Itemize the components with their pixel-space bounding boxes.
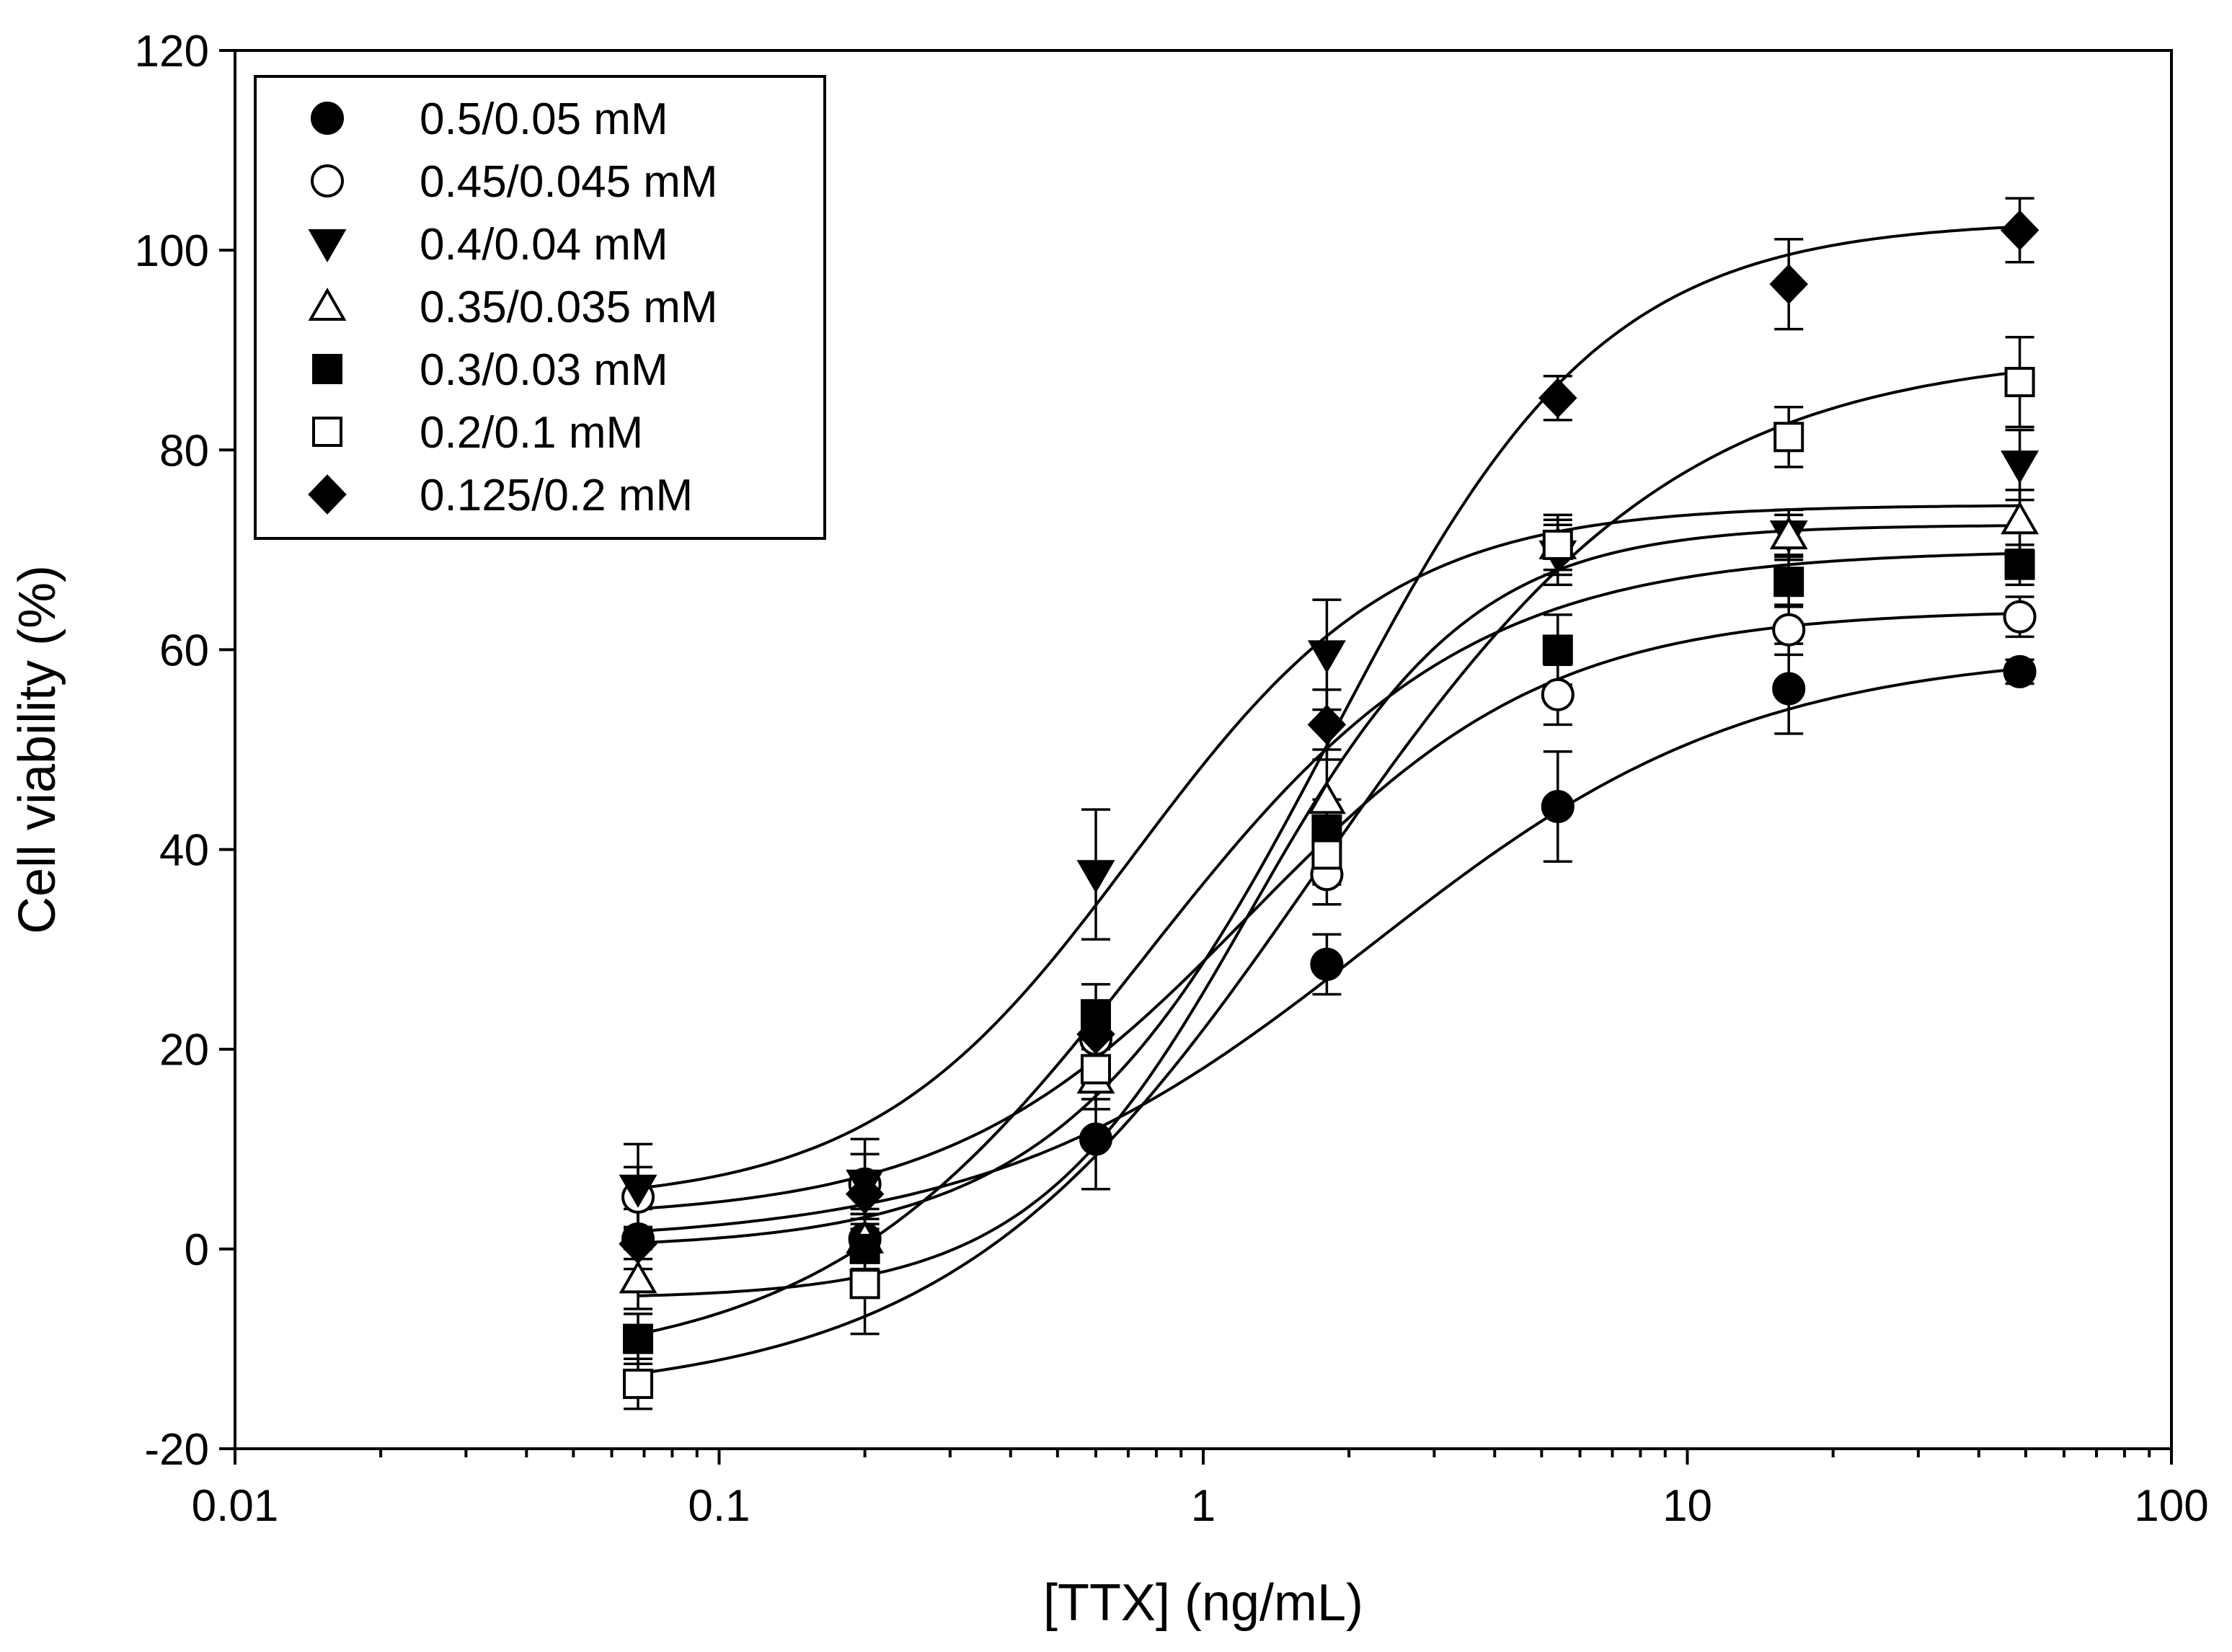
data-point bbox=[623, 1323, 654, 1354]
data-point bbox=[1081, 1054, 1112, 1085]
data-point bbox=[1076, 860, 1115, 894]
legend-marker bbox=[308, 229, 347, 263]
legend-label: 0.45/0.045 mM bbox=[420, 157, 718, 207]
legend-marker bbox=[312, 417, 342, 447]
data-point bbox=[1542, 634, 1573, 665]
legend-marker bbox=[311, 164, 344, 197]
legend-marker bbox=[308, 287, 347, 321]
legend-label: 0.4/0.04 mM bbox=[420, 220, 668, 270]
data-point bbox=[2001, 450, 2040, 484]
data-point bbox=[1307, 781, 1346, 814]
data-point bbox=[1541, 789, 1575, 823]
x-tick-label: 10 bbox=[1662, 1481, 1712, 1531]
data-point bbox=[845, 1173, 885, 1214]
data-point bbox=[2001, 501, 2040, 535]
legend-box bbox=[254, 75, 826, 540]
data-point bbox=[1773, 422, 1804, 453]
legend-label: 0.35/0.035 mM bbox=[420, 283, 718, 332]
data-point bbox=[2004, 367, 2035, 398]
data-point bbox=[1310, 947, 1344, 981]
legend-marker bbox=[311, 102, 344, 135]
x-tick-label: 100 bbox=[2134, 1481, 2208, 1531]
data-point bbox=[619, 1224, 657, 1264]
y-tick-label: 20 bbox=[159, 1026, 209, 1075]
y-tick-label: 120 bbox=[135, 27, 209, 76]
x-tick-label: 1 bbox=[1191, 1481, 1215, 1531]
y-tick-label: 40 bbox=[159, 826, 209, 876]
data-point bbox=[2003, 654, 2037, 688]
y-tick-label: 0 bbox=[185, 1225, 209, 1275]
axes: -20 0 20 40 60 80 100 120 0.01 0.1 1 10 100 bbox=[135, 27, 2209, 1531]
data-point bbox=[1311, 814, 1342, 845]
data-point bbox=[1769, 516, 1808, 550]
y-tick-label: -20 bbox=[144, 1425, 209, 1475]
legend-label: 0.3/0.03 mM bbox=[420, 345, 668, 395]
data-point bbox=[1538, 378, 1577, 419]
data-point bbox=[1541, 678, 1575, 711]
data-point bbox=[1772, 672, 1806, 706]
y-axis-title: Cell viability (%) bbox=[9, 565, 66, 934]
y-tick-label: 60 bbox=[159, 626, 209, 675]
data-point bbox=[849, 1233, 880, 1264]
data-points bbox=[619, 197, 2040, 1411]
data-point bbox=[1769, 264, 1808, 305]
legend-marker bbox=[308, 474, 347, 515]
legend: 0.5/0.05 mM 0.45/0.045 mM 0.4/0.04 mM 0.35/… bbox=[254, 75, 826, 540]
data-point bbox=[1307, 640, 1346, 674]
data-point bbox=[1773, 567, 1804, 598]
legend-label: 0.2/0.1 mM bbox=[420, 408, 643, 458]
legend-label: 0.5/0.05 mM bbox=[420, 94, 668, 144]
data-point bbox=[1772, 613, 1806, 647]
x-tick-label: 0.1 bbox=[688, 1481, 750, 1531]
data-point bbox=[849, 1269, 880, 1300]
legend-label: 0.125/0.2 mM bbox=[420, 471, 693, 520]
data-point bbox=[623, 1368, 654, 1399]
legend-marker bbox=[312, 354, 342, 384]
data-point bbox=[1079, 1122, 1113, 1156]
data-point bbox=[619, 1174, 657, 1208]
data-point bbox=[1311, 839, 1342, 870]
data-point bbox=[2003, 600, 2037, 634]
data-point bbox=[619, 1260, 657, 1294]
fit-curve bbox=[637, 551, 2020, 1336]
data-point bbox=[1076, 1014, 1115, 1054]
data-point bbox=[1307, 704, 1347, 745]
data-point bbox=[1542, 529, 1573, 560]
y-tick-label: 100 bbox=[135, 226, 209, 276]
data-point bbox=[2000, 210, 2040, 251]
x-tick-label: 0.01 bbox=[192, 1481, 279, 1531]
y-tick-label: 80 bbox=[159, 426, 209, 476]
x-axis-title: [TTX] (ng/mL) bbox=[1043, 1574, 1363, 1632]
data-point bbox=[2004, 549, 2035, 580]
